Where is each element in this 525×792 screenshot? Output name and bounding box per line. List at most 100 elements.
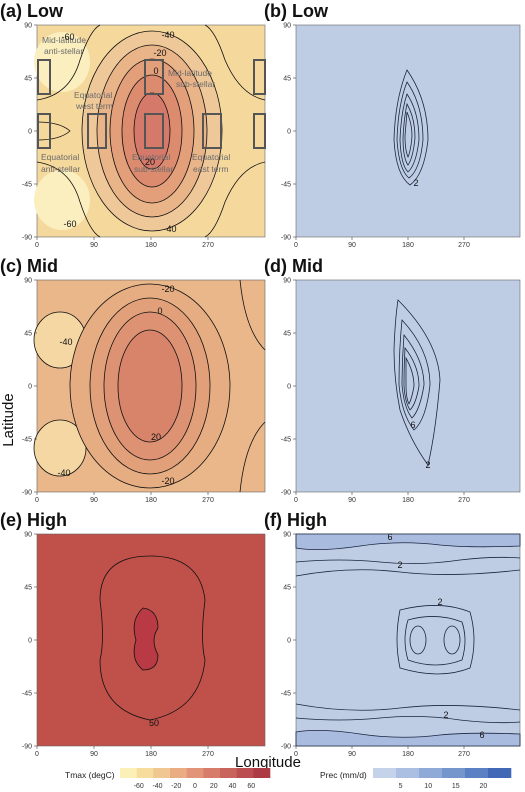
x-tick-label: 180	[145, 242, 157, 249]
x-tick-label: 270	[458, 242, 470, 249]
panel-c-contour	[239, 421, 266, 493]
y-tick-label: 45	[24, 585, 32, 592]
y-tick-label: 0	[287, 129, 291, 136]
y-tick-label: 90	[283, 23, 291, 30]
contour-label: 2	[397, 560, 402, 570]
colorbar-tick-label: 10	[424, 783, 432, 790]
x-tick-label: 180	[145, 751, 157, 758]
colorbar-tick-label: -60	[134, 783, 144, 790]
contour-label: 6	[410, 420, 415, 430]
annotation-eq-east-term: Equatorial	[192, 152, 230, 162]
annotation-eq-east-term: east term	[193, 164, 228, 174]
colorbar-swatch	[253, 768, 271, 778]
y-tick-label: 90	[24, 278, 32, 285]
colorbar-swatch	[373, 768, 397, 778]
panel-f: (f) High	[264, 510, 521, 747]
colorbar-swatch	[153, 768, 171, 778]
contour-label: -40	[163, 224, 176, 234]
panel-a-title: (a) Low	[0, 1, 64, 21]
x-tick-label: 90	[90, 497, 98, 504]
panel-f-plot-area	[295, 533, 521, 747]
colorbar-swatch	[419, 768, 443, 778]
panel-c: (c) Mid	[0, 256, 266, 493]
panel-b-title: (b) Low	[264, 1, 329, 21]
y-tick-label: 0	[28, 384, 32, 391]
y-tick-label: 90	[283, 278, 291, 285]
y-tick-label: 45	[283, 585, 291, 592]
y-tick-label: -90	[281, 490, 291, 497]
x-tick-label: 270	[202, 751, 214, 758]
contour-label: 20	[145, 157, 155, 167]
x-tick-label: 90	[90, 751, 98, 758]
colorbar-swatch	[465, 768, 489, 778]
contour-label: 6	[479, 730, 484, 740]
y-tick-label: -90	[22, 744, 32, 751]
panel-f-contour	[295, 569, 521, 577]
panel-d-title: (d) Mid	[264, 256, 323, 276]
x-tick-label: 90	[348, 497, 356, 504]
annotation-eq-sub-stellar: sub-stellar	[134, 164, 173, 174]
contour-label: 2	[443, 710, 448, 720]
y-tick-label: 90	[24, 23, 32, 30]
panel-e-contour	[99, 555, 206, 721]
contour-label: 2	[413, 178, 418, 188]
y-axis-label: Latitude	[0, 393, 17, 446]
panel-a-region-box	[37, 59, 51, 95]
colorbar-tmax-title: Tmax (degC)	[65, 770, 115, 780]
colorbar-swatch	[120, 768, 137, 778]
x-tick-label: 180	[402, 751, 414, 758]
x-tick-label: 0	[35, 751, 39, 758]
x-tick-label: 0	[294, 751, 298, 758]
y-tick-label: 45	[24, 331, 32, 338]
panel-d-plot-area	[295, 279, 521, 493]
panel-f-contour	[295, 533, 521, 550]
panel-a: (a) Low Mid-latitude anti-stellar Mid-la…	[0, 1, 266, 238]
colorbar-tick-label: 40	[229, 783, 237, 790]
annotation-eq-west-term: west term	[75, 101, 113, 111]
y-tick-label: -90	[281, 235, 291, 242]
y-tick-label: 45	[283, 331, 291, 338]
colorbar-tick-label: 5	[399, 783, 403, 790]
y-tick-label: 90	[24, 532, 32, 539]
y-tick-label: 0	[28, 129, 32, 136]
colorbar-swatch	[136, 768, 154, 778]
annotation-eq-anti-stellar: Equatorial	[41, 152, 79, 162]
x-tick-label: 90	[90, 242, 98, 249]
y-tick-label: -45	[22, 182, 32, 189]
panel-c-contour	[239, 279, 266, 351]
x-tick-label: 90	[348, 242, 356, 249]
x-tick-label: 270	[202, 242, 214, 249]
colorbar-swatch	[236, 768, 254, 778]
y-tick-label: -90	[22, 490, 32, 497]
colorbar-swatch	[488, 768, 512, 778]
panel-e-contour	[133, 607, 159, 671]
panel-b-contours	[393, 69, 429, 186]
panel-f-contour	[295, 716, 521, 724]
panel-e-title: (e) High	[0, 510, 67, 530]
annotation-eq-west-term: Equatorial	[74, 90, 112, 100]
panel-f-contour	[409, 625, 427, 655]
colorbar-tick-label: -40	[152, 783, 162, 790]
x-tick-label: 0	[294, 497, 298, 504]
y-tick-label: 0	[287, 638, 291, 645]
panel-f-contour	[295, 730, 521, 747]
colorbar-swatch	[170, 768, 187, 778]
panel-a-region-box	[202, 113, 222, 149]
annotation-midlat-anti-stellar: anti-stellar	[44, 46, 83, 56]
panel-a-region-box	[87, 113, 107, 149]
panel-d: (d) Mid	[264, 256, 521, 493]
x-tick-label: 90	[348, 751, 356, 758]
contour-label: -20	[161, 476, 174, 486]
y-tick-label: 90	[283, 532, 291, 539]
y-tick-label: -45	[281, 691, 291, 698]
contour-label: 2	[425, 460, 430, 470]
colorbar-tick-label: -20	[171, 783, 181, 790]
y-tick-label: 0	[28, 638, 32, 645]
annotation-eq-anti-stellar: anti-stellar	[41, 164, 80, 174]
contour-label: 0	[157, 306, 162, 316]
x-tick-label: 0	[35, 497, 39, 504]
contour-label: -40	[57, 468, 70, 478]
colorbar-tick-label: 20	[480, 783, 488, 790]
